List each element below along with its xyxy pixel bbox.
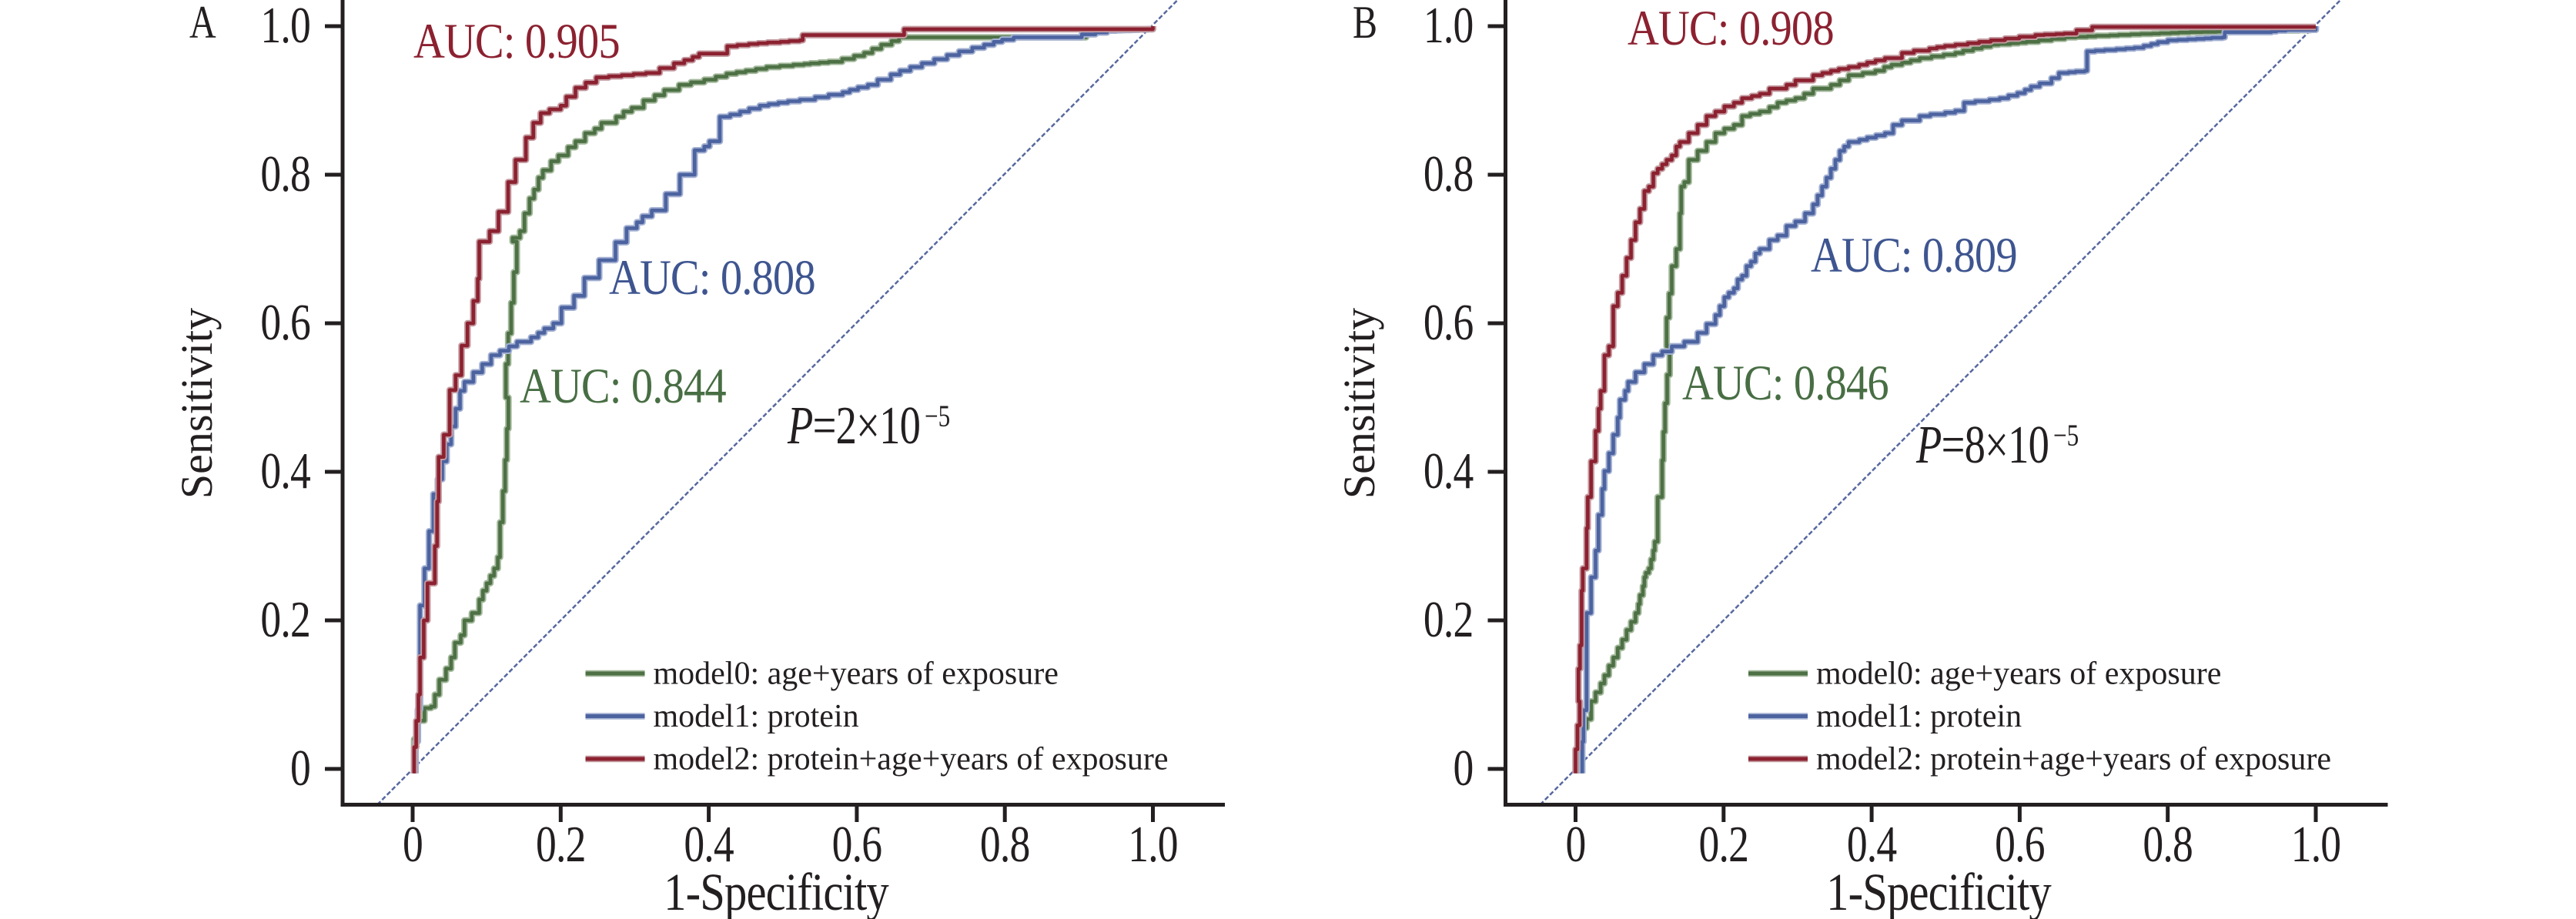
- svg-text:model2: protein+age+years of e: model2: protein+age+years of exposure: [654, 742, 1169, 777]
- svg-text:0: 0: [290, 740, 310, 797]
- svg-text:AUC: 0.846: AUC: 0.846: [1682, 356, 1889, 410]
- svg-text:0.6: 0.6: [1423, 294, 1474, 351]
- svg-text:−5: −5: [925, 399, 950, 433]
- svg-text:0.6: 0.6: [260, 294, 310, 351]
- svg-text:0.8: 0.8: [260, 145, 310, 202]
- svg-text:0.4: 0.4: [260, 443, 310, 500]
- svg-text:0.4: 0.4: [1423, 443, 1474, 500]
- svg-text:0.4: 0.4: [684, 816, 734, 873]
- svg-text:0: 0: [1565, 816, 1585, 873]
- svg-text:AUC: 0.908: AUC: 0.908: [1628, 1, 1834, 55]
- svg-text:B: B: [1353, 0, 1377, 48]
- svg-text:Sensitivity: Sensitivity: [1334, 308, 1384, 499]
- svg-text:1-Specificity: 1-Specificity: [1826, 863, 2052, 919]
- svg-text:0: 0: [403, 816, 423, 873]
- svg-text:1.0: 1.0: [1423, 0, 1474, 54]
- svg-text:0.2: 0.2: [1423, 591, 1474, 648]
- svg-text:0.8: 0.8: [980, 816, 1030, 873]
- svg-text:0.2: 0.2: [1699, 816, 1749, 873]
- svg-text:0.6: 0.6: [832, 816, 882, 873]
- svg-text:model2: protein+age+years of e: model2: protein+age+years of exposure: [1816, 742, 2331, 777]
- svg-text:AUC: 0.808: AUC: 0.808: [609, 250, 815, 305]
- svg-text:AUC: 0.844: AUC: 0.844: [520, 359, 726, 413]
- svg-text:AUC: 0.809: AUC: 0.809: [1811, 228, 2017, 282]
- svg-text:1.0: 1.0: [1128, 816, 1178, 873]
- svg-text:0.2: 0.2: [536, 816, 586, 873]
- svg-text:0: 0: [1453, 740, 1473, 797]
- svg-text:1.0: 1.0: [2291, 816, 2341, 873]
- svg-text:0.8: 0.8: [1423, 145, 1474, 202]
- svg-text:model0: age+years of exposure: model0: age+years of exposure: [654, 657, 1059, 692]
- svg-text:model1: protein: model1: protein: [654, 699, 859, 734]
- svg-text:AUC: 0.905: AUC: 0.905: [413, 14, 620, 69]
- svg-text:0.4: 0.4: [1847, 816, 1897, 873]
- svg-text:0.8: 0.8: [2143, 816, 2193, 873]
- svg-text:P=2×10: P=2×10: [787, 396, 920, 456]
- svg-text:model0: age+years of exposure: model0: age+years of exposure: [1816, 657, 2221, 692]
- svg-text:A: A: [189, 0, 216, 48]
- svg-text:P=8×10: P=8×10: [1915, 415, 2049, 475]
- svg-text:0.6: 0.6: [1995, 816, 2045, 873]
- svg-text:0.2: 0.2: [260, 591, 310, 648]
- svg-text:model1: protein: model1: protein: [1816, 699, 2022, 734]
- svg-text:1.0: 1.0: [260, 0, 310, 54]
- svg-text:−5: −5: [2053, 418, 2079, 453]
- svg-text:1-Specificity: 1-Specificity: [664, 863, 889, 919]
- svg-text:Sensitivity: Sensitivity: [172, 308, 222, 499]
